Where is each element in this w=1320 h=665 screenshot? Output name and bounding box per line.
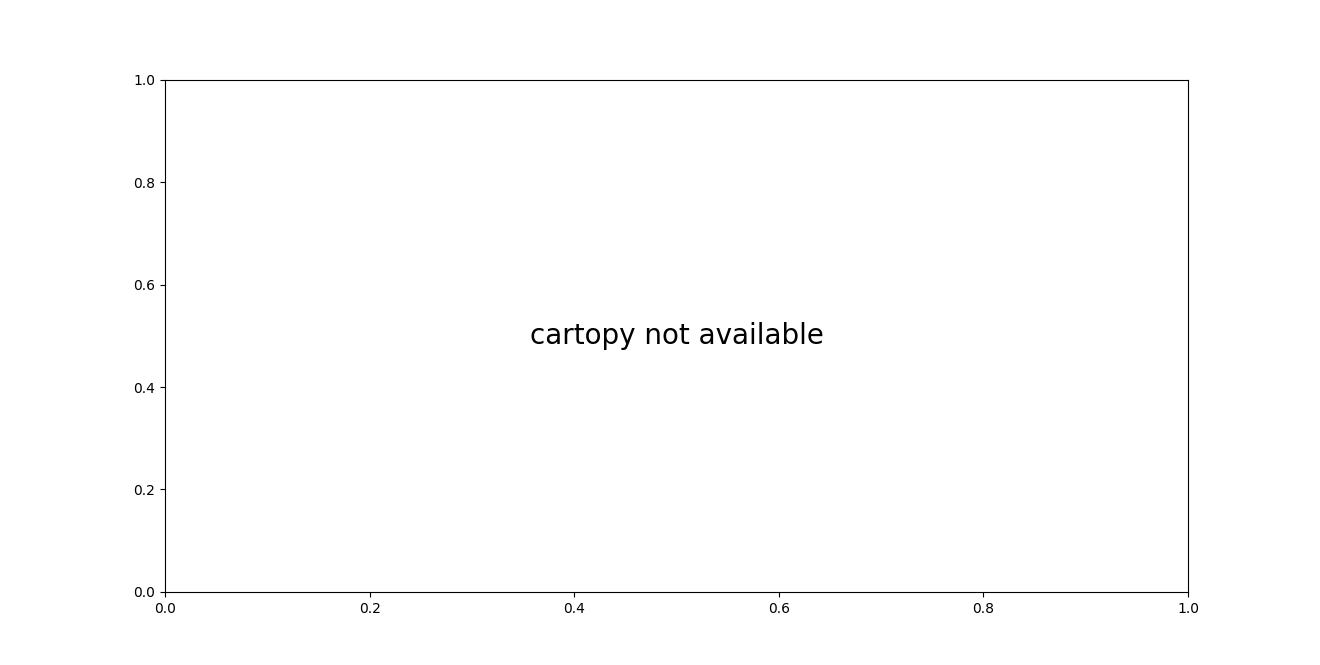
Text: cartopy not available: cartopy not available [529, 322, 824, 350]
